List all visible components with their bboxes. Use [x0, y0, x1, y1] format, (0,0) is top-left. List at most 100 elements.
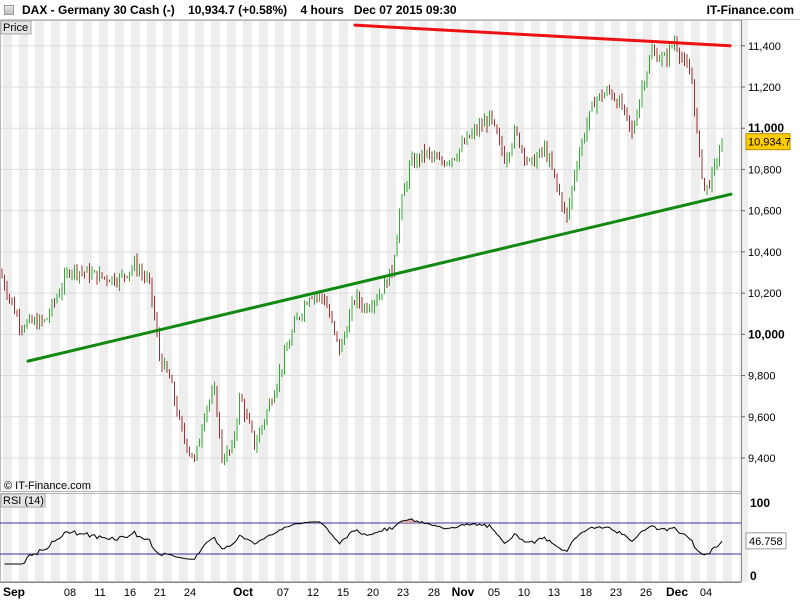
rsi-panel-label: RSI (14)	[3, 495, 44, 507]
chart-title-bar: DAX - Germany 30 Cash (-) 10,934.7 (+0.5…	[0, 0, 800, 20]
last-price-badge	[745, 133, 791, 151]
grid-band	[99, 20, 108, 582]
grid-band	[419, 20, 428, 582]
grid-band	[579, 20, 588, 582]
grid-band	[35, 20, 44, 582]
grid-band	[211, 20, 220, 582]
timeframe: 4 hours	[300, 3, 344, 17]
x-tick-label: Nov	[452, 585, 475, 599]
x-tick-label: 23	[397, 587, 409, 599]
grid-band	[707, 20, 716, 582]
grid-band	[643, 20, 652, 582]
window-icon[interactable]	[4, 5, 14, 15]
grid-band	[3, 20, 12, 582]
grid-band	[659, 20, 668, 582]
grid-band	[499, 20, 508, 582]
x-tick-label: 12	[307, 587, 319, 599]
rsi-fill-area	[399, 518, 422, 523]
grid-band	[227, 20, 236, 582]
y-tick-label: 10,200	[748, 288, 782, 300]
grid-band	[339, 20, 348, 582]
grid-band	[131, 20, 140, 582]
grid-band	[163, 20, 172, 582]
x-tick-label: 26	[640, 587, 652, 599]
candles	[1, 35, 723, 466]
y-tick-label: 9,600	[748, 412, 776, 424]
x-tick-label: 15	[337, 587, 349, 599]
x-tick-label: Sep	[3, 585, 25, 599]
rsi-last-value: 46.758	[749, 536, 783, 548]
grid-band	[515, 20, 524, 582]
grid-band	[19, 20, 28, 582]
grid-band	[195, 20, 204, 582]
price-gridlines	[0, 45, 741, 459]
x-tick-label: Oct	[233, 585, 253, 599]
x-tick-label: 08	[64, 587, 76, 599]
grid-band	[595, 20, 604, 582]
x-tick-label: 13	[548, 587, 560, 599]
grid-band	[387, 20, 396, 582]
grid-band	[259, 20, 268, 582]
x-tick-label: 16	[124, 587, 136, 599]
copyright-label: © IT-Finance.com	[4, 480, 91, 492]
grid-band	[739, 20, 748, 582]
chart-title: DAX - Germany 30 Cash (-) 10,934.7 (+0.5…	[22, 3, 457, 17]
x-tick-label: 28	[428, 587, 440, 599]
grid-band	[451, 20, 460, 582]
grid-band	[307, 20, 316, 582]
x-tick-label: 07	[277, 587, 289, 599]
y-tick-label: 10,600	[748, 206, 782, 218]
price-label-box	[0, 20, 32, 35]
last-price-value: 10,934.7	[748, 137, 791, 149]
x-tick-label: 04	[700, 587, 712, 599]
brand-label: IT-Finance.com	[706, 3, 794, 17]
grid-band	[115, 20, 124, 582]
y-tick-label: 11,400	[748, 41, 781, 53]
grid-band	[563, 20, 572, 582]
x-tick-label: 10	[518, 587, 530, 599]
rsi-last-badge	[745, 532, 787, 550]
grid-band	[67, 20, 76, 582]
x-tick-label: 20	[367, 587, 379, 599]
grid-band	[691, 20, 700, 582]
y-tick-label: 9,800	[748, 371, 776, 383]
x-tick-label: 21	[154, 587, 166, 599]
x-tick-label: 18	[580, 587, 592, 599]
y-tick-label: 10,000	[748, 327, 785, 341]
x-tick-label: 23	[610, 587, 622, 599]
instrument-name: DAX - Germany 30 Cash (-)	[22, 3, 175, 17]
grid-band	[611, 20, 620, 582]
grid-band	[467, 20, 476, 582]
rsi-tick-label: 0	[750, 569, 757, 583]
resistance-trendline[interactable]	[353, 23, 732, 48]
rsi-line	[4, 518, 723, 565]
grid-band	[547, 20, 556, 582]
grid-band	[531, 20, 540, 582]
price-panel-label: Price	[3, 22, 28, 34]
y-tick-label: 11,200	[748, 82, 781, 94]
y-tick-label: 9,400	[748, 453, 776, 465]
grid-band	[291, 20, 300, 582]
grid-band	[243, 20, 252, 582]
grid-band	[627, 20, 636, 582]
grid-band	[83, 20, 92, 582]
x-tick-label: 05	[488, 587, 500, 599]
x-tick-label: 11	[94, 587, 105, 599]
x-tick-label: Dec	[666, 585, 688, 599]
grid-band	[675, 20, 684, 582]
grid-band	[179, 20, 188, 582]
grid-band	[483, 20, 492, 582]
x-tick-label: 24	[184, 587, 196, 599]
y-tick-label: 10,800	[748, 164, 782, 176]
grid-bands	[3, 20, 748, 582]
grid-band	[371, 20, 380, 582]
support-trendline[interactable]	[26, 192, 733, 363]
grid-band	[403, 20, 412, 582]
rsi-label-box	[0, 493, 46, 508]
grid-band	[723, 20, 732, 582]
grid-band	[51, 20, 60, 582]
y-tick-label: 11,000	[748, 121, 784, 135]
grid-band	[435, 20, 444, 582]
instrument-quote: 10,934.7 (+0.58%)	[188, 3, 288, 17]
